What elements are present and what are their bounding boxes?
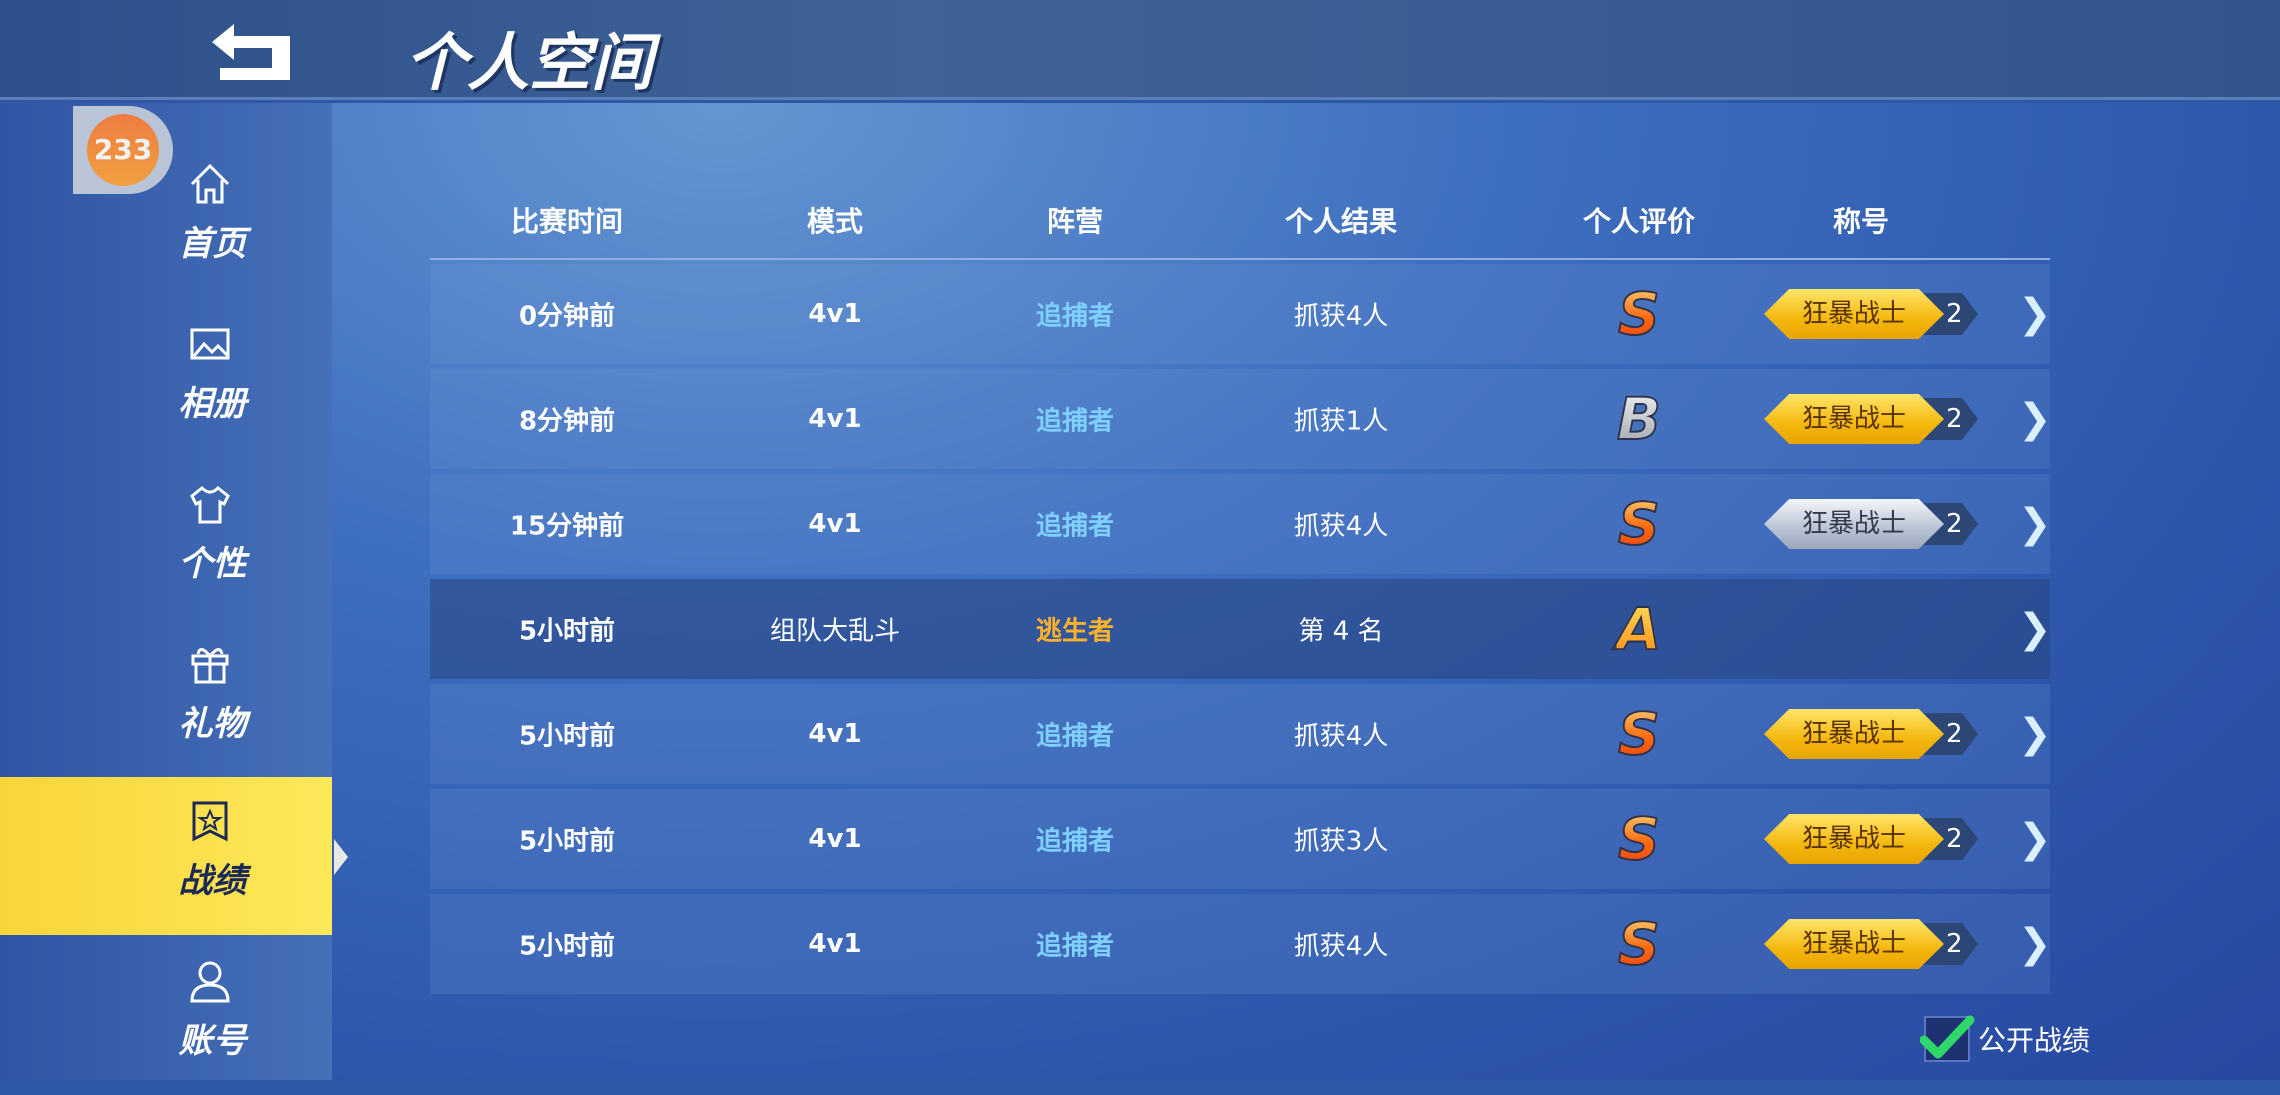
title-badge: 狂暴战士 2: [1764, 814, 1980, 864]
sidebar-item-label: 相册: [178, 384, 247, 424]
table-row[interactable]: 5小时前 组队大乱斗 逃生者 第 4 名 A ❯: [430, 579, 2052, 679]
shirt-icon: [190, 485, 230, 524]
level-value: 233: [87, 114, 159, 186]
sidebar-item-label: 个性: [178, 544, 247, 584]
match-result: 抓获3人: [1293, 826, 1389, 857]
match-mode: 4v1: [808, 824, 862, 854]
chevron-right-icon[interactable]: ❯: [2018, 921, 2052, 967]
table-row[interactable]: 15分钟前 4v1 追捕者 抓获4人 S 狂暴战士 2 ❯: [430, 474, 2052, 574]
header-bar: 个人空间: [0, 0, 2280, 100]
grade-b-icon: B: [1616, 384, 1662, 454]
table-row[interactable]: 8分钟前 4v1 追捕者 抓获1人 B 狂暴战士 2 ❯: [430, 369, 2052, 469]
sidebar-item-1[interactable]: 相册: [0, 300, 332, 458]
match-result: 第 4 名: [1298, 616, 1384, 647]
title-badge: 狂暴战士 2: [1764, 709, 1980, 759]
checkmark-icon: [1920, 1015, 1975, 1059]
sidebar-item-3[interactable]: 礼物: [0, 620, 332, 778]
title-name: 狂暴战士: [1764, 709, 1944, 759]
match-mode: 4v1: [808, 299, 862, 329]
image-icon: [190, 328, 230, 360]
match-camp: 追捕者: [1035, 931, 1115, 962]
back-arrow-icon[interactable]: [210, 22, 296, 82]
title-name: 狂暴战士: [1764, 499, 1944, 549]
grade-s-icon: S: [1617, 804, 1661, 874]
title-badge: 狂暴战士 2: [1764, 289, 1980, 339]
match-time: 5小时前: [518, 826, 616, 857]
match-camp: 追捕者: [1035, 406, 1115, 437]
match-time: 5小时前: [518, 616, 616, 647]
public-record-label: 公开战绩: [1978, 1024, 2091, 1057]
column-title: 称号: [1832, 205, 1890, 238]
match-result: 抓获4人: [1293, 511, 1389, 542]
chevron-right-icon[interactable]: ❯: [2018, 291, 2052, 337]
match-camp: 逃生者: [1035, 616, 1115, 647]
match-mode: 4v1: [808, 404, 862, 434]
match-result: 抓获4人: [1293, 721, 1389, 752]
sidebar-item-4[interactable]: 战绩: [0, 777, 348, 935]
checkbox[interactable]: [1920, 1015, 1975, 1062]
user-icon: [190, 961, 230, 1003]
home-icon: [190, 163, 230, 204]
sidebar-item-label: 首页: [178, 224, 247, 264]
match-result: 抓获1人: [1293, 406, 1389, 437]
match-camp: 追捕者: [1035, 721, 1115, 752]
public-record-toggle[interactable]: 公开战绩: [1920, 1015, 2091, 1062]
chevron-right-icon[interactable]: ❯: [2018, 816, 2052, 862]
table-row[interactable]: 5小时前 4v1 追捕者 抓获3人 S 狂暴战士 2 ❯: [430, 789, 2052, 889]
match-time: 5小时前: [518, 721, 616, 752]
gift-icon: [191, 648, 229, 684]
column-grade: 个人评价: [1582, 205, 1696, 238]
column-camp: 阵营: [1046, 205, 1104, 238]
sidebar-item-label: 账号: [178, 1021, 247, 1061]
table-row[interactable]: 5小时前 4v1 追捕者 抓获4人 S 狂暴战士 2 ❯: [430, 684, 2052, 784]
header-divider: [430, 258, 2050, 260]
column-time: 比赛时间: [510, 205, 624, 238]
match-mode: 组队大乱斗: [769, 616, 901, 647]
sidebar-item-label: 礼物: [178, 704, 247, 744]
title-name: 狂暴战士: [1764, 814, 1944, 864]
chevron-right-icon[interactable]: ❯: [2018, 711, 2052, 757]
title-name: 狂暴战士: [1764, 394, 1944, 444]
match-time: 5小时前: [518, 931, 616, 962]
match-result: 抓获4人: [1293, 301, 1389, 332]
sidebar-item-5[interactable]: 账号: [0, 937, 332, 1095]
match-camp: 追捕者: [1035, 511, 1115, 542]
column-mode: 模式: [806, 205, 864, 238]
title-badge: 狂暴战士 2: [1764, 919, 1980, 969]
title-badge: 狂暴战士 2: [1764, 394, 1980, 444]
match-time: 0分钟前: [518, 301, 616, 332]
table-row[interactable]: 0分钟前 4v1 追捕者 抓获4人 S 狂暴战士 2 ❯: [430, 264, 2052, 364]
medal-icon: [192, 801, 228, 842]
match-time: 8分钟前: [518, 406, 616, 437]
grade-a-icon: A: [1616, 594, 1663, 664]
match-camp: 追捕者: [1035, 826, 1115, 857]
match-mode: 4v1: [808, 929, 862, 959]
grade-s-icon: S: [1617, 909, 1661, 979]
title-name: 狂暴战士: [1764, 289, 1944, 339]
column-result: 个人结果: [1284, 205, 1398, 238]
title-name: 狂暴战士: [1764, 919, 1944, 969]
match-mode: 4v1: [808, 719, 862, 749]
sidebar-item-2[interactable]: 个性: [0, 460, 332, 618]
chevron-right-icon[interactable]: ❯: [2018, 501, 2052, 547]
sidebar-item-label: 战绩: [178, 861, 247, 901]
table-row[interactable]: 5小时前 4v1 追捕者 抓获4人 S 狂暴战士 2 ❯: [430, 894, 2052, 994]
level-badge: 233: [73, 106, 173, 194]
sidebar-item-0[interactable]: 首页: [0, 140, 332, 298]
page-title: 个人空间: [405, 26, 654, 99]
grade-s-icon: S: [1617, 699, 1661, 769]
chevron-right-icon[interactable]: ❯: [2018, 396, 2052, 442]
match-time: 15分钟前: [509, 511, 625, 542]
grade-s-icon: S: [1617, 489, 1661, 559]
chevron-right-icon[interactable]: ❯: [2018, 606, 2052, 652]
match-camp: 追捕者: [1035, 301, 1115, 332]
title-badge: 狂暴战士 2: [1764, 499, 1980, 549]
match-mode: 4v1: [808, 509, 862, 539]
grade-s-icon: S: [1617, 279, 1661, 349]
match-result: 抓获4人: [1293, 931, 1389, 962]
